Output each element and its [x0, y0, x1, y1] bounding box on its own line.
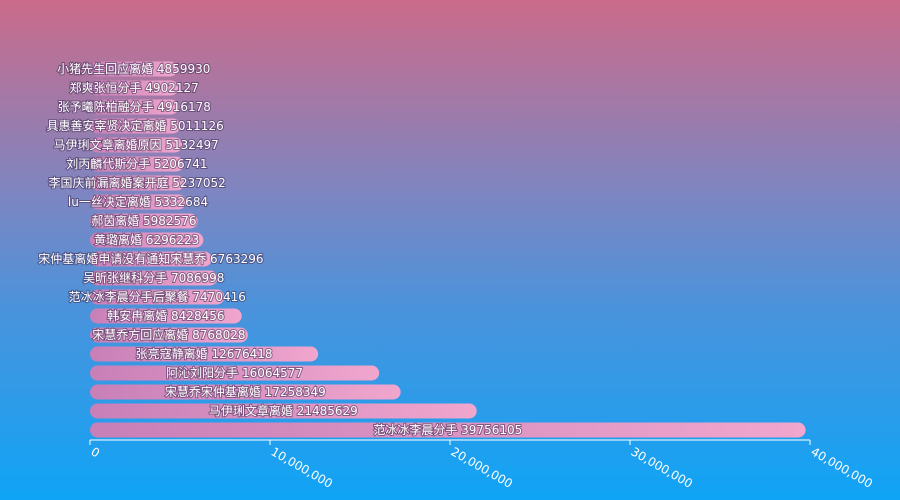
bar-data-label: 黄璐离婚 6296223: [94, 232, 199, 247]
bar: [90, 365, 380, 381]
bar: [90, 232, 204, 248]
bar-data-label: 张亮寇静离婚 12676418: [136, 346, 273, 361]
x-tick-label: 10,000,000: [269, 444, 336, 490]
bar: [90, 175, 185, 191]
bar: [90, 346, 319, 362]
bar: [90, 61, 178, 77]
bar-data-label: 马伊琍文章离婚 21485629: [209, 403, 358, 418]
bar-data-label: 李国庆前漏离婚案开庭 5237052: [49, 175, 226, 190]
bar-data-label: 吴昕张继科分手 7086998: [83, 271, 224, 285]
bar: [90, 251, 212, 267]
x-axis: 0 10,000,000 20,000,000 30,000,000 40,000,00…: [89, 439, 876, 491]
bar: [90, 137, 183, 153]
bar-data-label: 郑爽张恒分手 4902127: [69, 80, 198, 95]
bar-data-label: 韩安冉离婚 8428456: [107, 308, 224, 323]
bar: [90, 118, 181, 134]
bar: [90, 289, 225, 305]
bar-data-label: 范冰冰李晨分手后聚餐 7470416: [69, 289, 246, 304]
bar-data-label: 具惠善安宰贤决定离婚 5011126: [46, 118, 223, 133]
bar-data-label: 范冰冰李晨分手 39756105: [373, 422, 522, 437]
bar: [90, 308, 242, 324]
bar: [90, 99, 179, 115]
bar: [90, 422, 806, 438]
bar: [90, 270, 218, 286]
bar-data-label: 刘丙麟代斯分手 5206741: [66, 156, 207, 171]
bar: [90, 80, 179, 96]
bar-data-label: lu一丝决定离婚 5332684: [68, 194, 208, 209]
bar-data-label: 张予曦陈柏融分手 4916178: [58, 99, 211, 114]
bar: [90, 384, 401, 400]
x-tick-label: 20,000,000: [449, 444, 516, 490]
x-tick-label: 40,000,000: [809, 444, 876, 490]
bar-labels-layer: 范冰冰李晨分手 39756105 马伊琍文章离婚 21485629 宋慧乔宋仲基离婚…: [37, 60, 523, 438]
bar-data-label: 郝茵离婚 5982576: [91, 213, 196, 228]
bar: [90, 403, 477, 419]
x-tick-label: 0: [89, 444, 103, 460]
bar-data-label: 宋慧乔方回应离婚 8768028: [92, 327, 245, 342]
bar: [90, 194, 186, 210]
bar: [90, 213, 198, 229]
bar: [90, 327, 248, 343]
bars-layer: [90, 61, 806, 438]
bar-data-label: 马伊琍文章离婚原因 5132497: [54, 137, 219, 152]
bar-data-label: 阿沁刘阳分手 16064577: [166, 366, 303, 380]
bar-data-label: 小猪先生回应离婚 4859930: [57, 61, 210, 76]
bar: [90, 156, 184, 172]
x-tick-label: 30,000,000: [629, 444, 696, 490]
bar-data-label: 宋仲基离婚申请没有通知宋慧乔 6763296: [38, 251, 263, 266]
bar-data-label: 宋慧乔宋仲基离婚 17258349: [165, 384, 326, 399]
